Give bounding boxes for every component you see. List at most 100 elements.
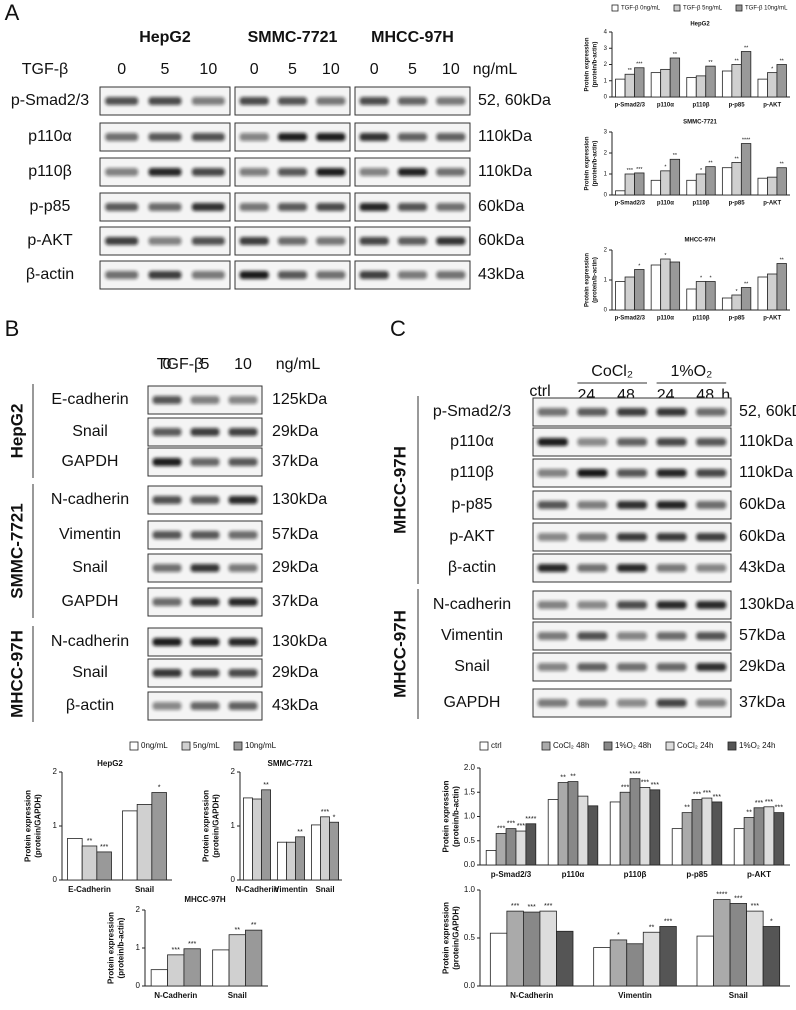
bar — [634, 172, 645, 196]
band — [616, 699, 648, 707]
bar — [557, 782, 569, 866]
label: Vimentin — [441, 627, 503, 644]
label: E-cadherin — [51, 391, 128, 408]
label: 29kDa — [272, 423, 318, 440]
x-tick-label: p-p85 — [729, 103, 746, 109]
band — [696, 601, 727, 609]
band — [105, 133, 139, 141]
band — [397, 237, 428, 245]
x-tick-label: Vimentin — [618, 991, 652, 1000]
y-axis-label: (protein/GAPDH) — [212, 794, 221, 858]
label: ng/mL — [276, 356, 321, 373]
band — [152, 458, 182, 466]
legend-swatch — [665, 741, 675, 751]
bar — [320, 816, 330, 881]
bar — [122, 810, 138, 881]
band — [277, 271, 308, 279]
y-tick-label: 1 — [136, 943, 141, 952]
significance: ** — [734, 156, 739, 162]
y-tick-label: 0 — [604, 95, 608, 101]
label: GAPDH — [62, 453, 119, 470]
x-tick-label: p-Smad2/3 — [615, 201, 646, 207]
label: p-Smad2/3 — [433, 403, 511, 420]
band — [190, 669, 220, 677]
y-axis-label: Protein expression — [202, 790, 211, 862]
y-tick-label: 2 — [604, 248, 608, 254]
significance: **** — [716, 890, 727, 899]
bar — [660, 258, 671, 311]
band — [656, 601, 687, 609]
band — [277, 237, 308, 245]
y-tick-label: 3 — [604, 130, 608, 136]
bar — [649, 789, 661, 866]
bar — [721, 297, 733, 311]
x-tick-label: p110α — [562, 870, 585, 879]
x-tick-label: p-p85 — [729, 316, 746, 322]
band — [359, 271, 389, 279]
significance: *** — [188, 939, 197, 948]
bar — [721, 70, 733, 98]
band — [616, 533, 648, 541]
y-axis-label: Protein expression — [24, 790, 33, 862]
significance: ** — [628, 68, 633, 74]
legend-swatch — [611, 4, 619, 12]
x-tick-label: p-AKT — [763, 316, 781, 322]
significance: *** — [100, 842, 109, 851]
bar — [731, 294, 742, 311]
x-tick-label: Snail — [315, 885, 334, 894]
label: p110α — [28, 128, 72, 145]
significance: *** — [651, 780, 660, 789]
band — [148, 168, 182, 176]
band — [228, 396, 258, 404]
band — [696, 632, 727, 640]
bar — [746, 910, 764, 987]
label: N-cadherin — [51, 633, 129, 650]
label: SMMC-7721 — [7, 503, 26, 598]
legend-label: 5ng/mL — [193, 741, 220, 750]
x-tick-label: p-Smad2/3 — [491, 870, 532, 879]
band — [397, 203, 428, 211]
bar — [686, 179, 697, 196]
bar — [624, 276, 635, 311]
y-tick-label: 0.5 — [464, 933, 476, 942]
band — [228, 669, 258, 677]
x-tick-label: p110α — [657, 201, 674, 207]
legend-label: CoCl₂ 48h — [553, 741, 589, 750]
significance: * — [771, 66, 774, 72]
y-axis-label: (protein/b-actin) — [592, 257, 598, 303]
band — [228, 564, 258, 572]
x-tick-label: p110α — [657, 316, 674, 322]
x-tick-label: N-Cadherin — [154, 991, 197, 1000]
significance: *** — [507, 819, 516, 828]
bar — [660, 68, 671, 98]
bar — [763, 806, 775, 866]
significance: ** — [251, 920, 257, 929]
x-tick-label: Snail — [729, 991, 748, 1000]
bar — [671, 828, 683, 866]
bar — [615, 190, 626, 196]
y-axis-label: (protein/b-actin) — [452, 786, 461, 847]
bar — [753, 807, 765, 866]
band — [436, 271, 466, 279]
y-tick-label: 0.0 — [464, 981, 476, 990]
x-tick-label: p-p85 — [729, 201, 746, 207]
legend-label: TGF-β 10ng/mL — [745, 6, 788, 12]
label: Snail — [454, 658, 490, 675]
band — [191, 271, 225, 279]
significance: **** — [629, 769, 640, 778]
y-axis-label: Protein expression — [442, 780, 451, 852]
band — [537, 501, 568, 509]
band — [616, 564, 648, 572]
band — [397, 271, 428, 279]
band — [228, 458, 258, 466]
label: 5 — [201, 356, 210, 373]
label: ng/mL — [473, 61, 518, 78]
band — [537, 438, 568, 446]
significance: *** — [636, 62, 643, 68]
label: p110α — [450, 433, 494, 450]
chart-title: HepG2 — [97, 759, 123, 768]
bar — [96, 851, 112, 881]
band — [537, 408, 568, 416]
significance: ** — [780, 58, 785, 64]
bar — [634, 269, 645, 311]
